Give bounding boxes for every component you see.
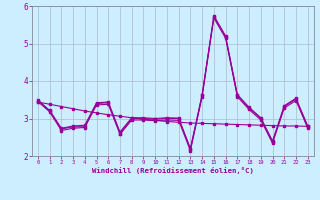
X-axis label: Windchill (Refroidissement éolien,°C): Windchill (Refroidissement éolien,°C) <box>92 167 254 174</box>
